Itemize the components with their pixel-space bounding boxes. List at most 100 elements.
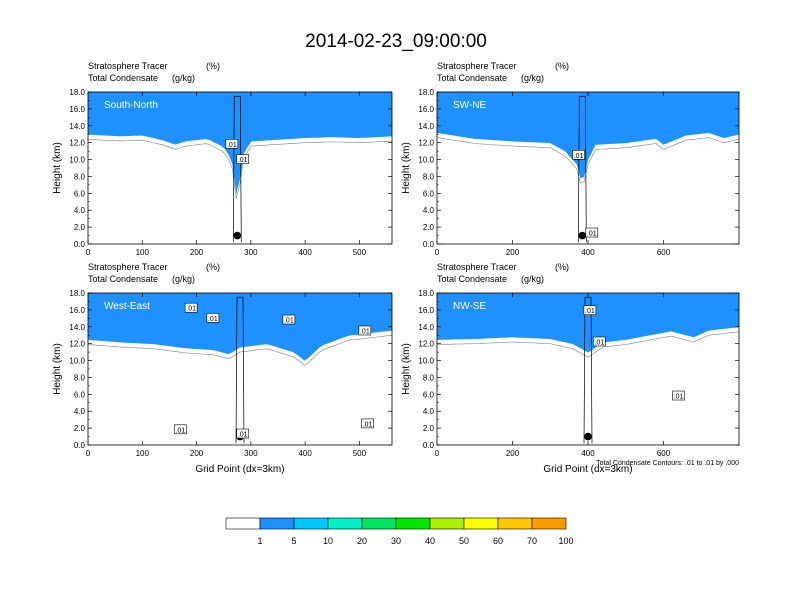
convective-column [583, 296, 593, 444]
y-tick-label: 4.0 [423, 206, 435, 215]
panel-label-tracer: Stratosphere Tracer [437, 61, 517, 71]
panel-name: South-North [104, 100, 158, 111]
y-tick-label: 6.0 [423, 189, 435, 198]
panel-label-tracer-unit: (%) [206, 61, 220, 71]
panel-label-tracer-unit: (%) [555, 262, 569, 272]
contour-label-box [583, 305, 597, 316]
y-tick-label: 2.0 [423, 223, 435, 232]
y-tick-label: 16.0 [69, 105, 85, 114]
y-tick-label: 12.0 [418, 139, 434, 148]
condensate-contour [88, 139, 392, 199]
contour-label: .01 [175, 427, 185, 434]
contour-label-box [593, 336, 606, 347]
y-tick-label: 8.0 [74, 373, 86, 382]
panel-label-tracer: Stratosphere Tracer [88, 61, 168, 71]
x-tick-label: 0 [435, 248, 440, 257]
panel-label-tracer: Stratosphere Tracer [88, 262, 168, 272]
x-tick-label: 400 [581, 248, 595, 257]
contour-label: .01 [238, 432, 248, 439]
x-tick-label: 100 [136, 248, 150, 257]
contour-label: .01 [238, 157, 248, 164]
y-tick-label: 10.0 [69, 156, 85, 165]
contour-label: .01 [186, 306, 196, 313]
contour-label-box [585, 227, 599, 238]
y-tick-label: 2.0 [74, 424, 86, 433]
panel-sw-ne: Stratosphere Tracer (%) Total Condensate (g… [401, 61, 740, 257]
y-tick-label: 8.0 [423, 172, 435, 181]
y-axis-label: Height (km) [401, 343, 412, 395]
colorbar-label: 10 [323, 536, 333, 546]
colorbar-swatch [395, 517, 431, 530]
colorbar-swatch [429, 517, 465, 530]
panel-label-condensate-unit: (g/kg) [521, 274, 544, 284]
plot-area: .01 .01 South-North [88, 92, 392, 244]
y-axis-label: Height (km) [52, 142, 63, 194]
colorbar-swatch [327, 517, 363, 530]
panel-name: West-East [104, 301, 150, 312]
contour-label: .01 [594, 339, 604, 346]
panel-west-east: Stratosphere Tracer (%) Total Condensate (g… [52, 262, 393, 475]
x-tick-label: 100 [136, 449, 150, 458]
panel-label-tracer-unit: (%) [206, 262, 220, 272]
x-axis-label: Grid Point (dx=3km) [195, 464, 284, 475]
y-tick-label: 18.0 [418, 289, 434, 298]
x-axis-label: Grid Point (dx=3km) [543, 464, 632, 475]
y-tick-label: 6.0 [74, 390, 86, 399]
y-tick-label: 10.0 [418, 357, 434, 366]
colorbar-label: 100 [558, 536, 573, 546]
panel-label-condensate: Total Condensate [88, 73, 158, 83]
colorbar-swatch [497, 517, 533, 530]
y-axis-label: Height (km) [52, 343, 63, 395]
x-tick-label: 500 [353, 248, 367, 257]
y-tick-label: 18.0 [418, 88, 434, 97]
y-tick-label: 12.0 [69, 139, 85, 148]
panel-name: SW-NE [453, 100, 486, 111]
y-tick-label: 16.0 [418, 105, 434, 114]
tracer-band-8 [88, 293, 392, 361]
x-tick-label: 300 [244, 248, 258, 257]
x-tick-label: 400 [298, 449, 312, 458]
contour-label-box [184, 302, 198, 313]
y-tick-label: 18.0 [69, 289, 85, 298]
y-tick-label: 0.0 [74, 441, 86, 450]
condensate-contour [437, 137, 739, 184]
figure-title: 2014-02-23_09:00:00 [305, 31, 487, 52]
y-tick-label: 10.0 [69, 357, 85, 366]
x-tick-label: 0 [86, 449, 91, 458]
contour-label: .01 [574, 153, 584, 160]
y-tick-label: 6.0 [423, 390, 435, 399]
surface-marker [233, 231, 242, 240]
y-tick-label: 4.0 [74, 206, 86, 215]
x-tick-label: 0 [86, 248, 91, 257]
panel-label-condensate: Total Condensate [437, 274, 507, 284]
y-tick-label: 2.0 [74, 223, 86, 232]
y-tick-label: 12.0 [69, 340, 85, 349]
colorbar-swatch [531, 517, 567, 530]
y-tick-label: 16.0 [418, 306, 434, 315]
contour-label: .01 [363, 421, 373, 428]
y-tick-label: 6.0 [74, 189, 86, 198]
x-tick-label: 200 [190, 449, 204, 458]
y-tick-label: 10.0 [418, 156, 434, 165]
panel-south-north: Stratosphere Tracer (%) Total Condensate (g… [52, 61, 393, 257]
y-tick-label: 8.0 [423, 373, 435, 382]
convective-column [232, 95, 242, 243]
y-tick-label: 18.0 [69, 88, 85, 97]
convective-column [235, 296, 245, 444]
contour-label-box [361, 418, 374, 429]
contour-label: .01 [587, 231, 597, 238]
y-tick-label: 4.0 [423, 407, 435, 416]
contour-label-box [358, 325, 372, 336]
panel-label-condensate-unit: (g/kg) [521, 73, 544, 83]
colorbar-label: 40 [425, 536, 435, 546]
x-tick-label: 300 [244, 449, 258, 458]
condensate-contour [437, 331, 739, 358]
y-tick-label: 14.0 [418, 122, 434, 131]
colorbar-label: 50 [459, 536, 469, 546]
colorbar-swatch [361, 517, 397, 530]
plot-area: .01 .01 SW-NE [437, 92, 739, 244]
colorbar: 1 5 10 20 30 40 50 60 70 100 [225, 517, 574, 546]
contour-label: .01 [227, 142, 237, 149]
y-tick-label: 2.0 [423, 424, 435, 433]
